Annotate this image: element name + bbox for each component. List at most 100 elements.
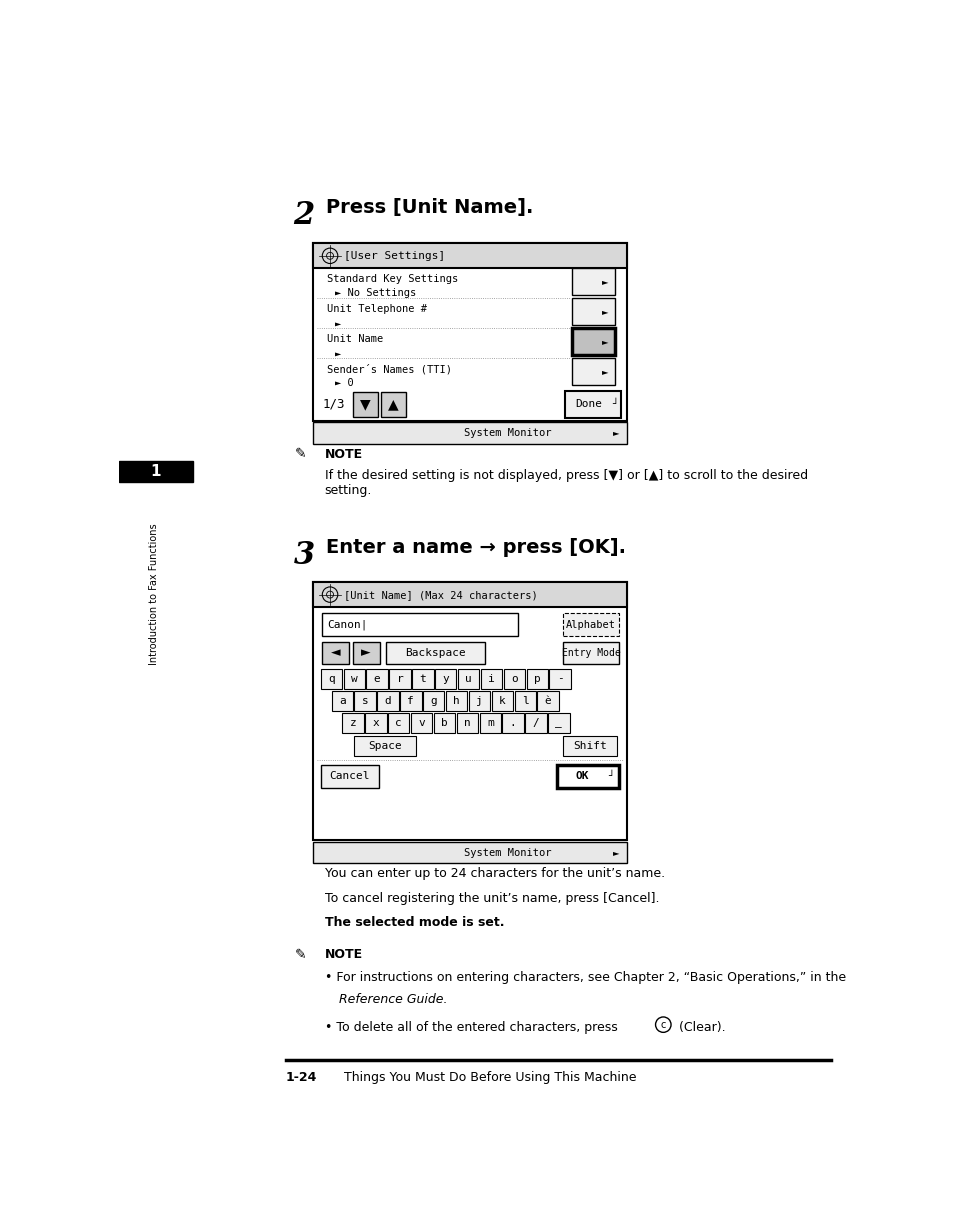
Bar xyxy=(322,614,517,636)
Bar xyxy=(320,669,342,688)
Bar xyxy=(548,713,569,734)
Text: ▼: ▼ xyxy=(360,398,371,411)
Text: Reference Guide.: Reference Guide. xyxy=(338,993,447,1006)
Bar xyxy=(526,669,547,688)
Text: Things You Must Do Before Using This Machine: Things You Must Do Before Using This Mac… xyxy=(344,1071,636,1085)
Bar xyxy=(388,713,409,734)
Bar xyxy=(411,713,432,734)
Text: Standard Key Settings: Standard Key Settings xyxy=(327,274,457,283)
Text: Unit Name: Unit Name xyxy=(327,334,383,344)
Bar xyxy=(353,643,379,664)
Bar xyxy=(572,269,614,294)
Text: If the desired setting is not displayed, press [▼] or [▲] to scroll to the desir: If the desired setting is not displayed,… xyxy=(324,469,807,497)
Text: ►: ► xyxy=(601,367,608,377)
Bar xyxy=(385,643,484,664)
Bar xyxy=(389,669,410,688)
Text: k: k xyxy=(498,696,505,706)
Bar xyxy=(399,691,421,710)
Bar xyxy=(562,614,618,636)
Text: m: m xyxy=(486,718,493,728)
Text: y: y xyxy=(442,674,449,683)
Text: ►: ► xyxy=(601,277,608,286)
Bar xyxy=(366,669,387,688)
Text: Space: Space xyxy=(368,741,401,751)
Bar xyxy=(572,358,614,385)
Bar xyxy=(562,643,618,664)
Text: ►: ► xyxy=(612,848,618,858)
Text: Enter a name → press [OK].: Enter a name → press [OK]. xyxy=(326,539,625,557)
Text: c: c xyxy=(659,1020,665,1029)
Text: Cancel: Cancel xyxy=(329,772,370,782)
Text: -: - xyxy=(556,674,563,683)
Bar xyxy=(572,328,614,355)
Text: w: w xyxy=(351,674,357,683)
Text: ✎: ✎ xyxy=(294,948,307,962)
Bar xyxy=(457,669,478,688)
Text: ►: ► xyxy=(612,428,618,437)
Text: ► No Settings: ► No Settings xyxy=(335,288,416,298)
Text: ► 0: ► 0 xyxy=(335,378,353,388)
Text: 1/3: 1/3 xyxy=(322,398,344,411)
Bar xyxy=(354,735,416,756)
Text: n: n xyxy=(463,718,470,728)
Text: p: p xyxy=(534,674,540,683)
Bar xyxy=(435,669,456,688)
Text: Alphabet: Alphabet xyxy=(566,620,616,629)
Text: ◄: ◄ xyxy=(331,647,340,660)
Bar xyxy=(381,393,406,417)
Text: g: g xyxy=(430,696,436,706)
Text: l: l xyxy=(521,696,528,706)
Bar xyxy=(562,735,617,756)
Bar xyxy=(468,691,490,710)
Text: Shift: Shift xyxy=(572,741,606,751)
Text: v: v xyxy=(417,718,425,728)
Text: You can enter up to 24 characters for the unit’s name.: You can enter up to 24 characters for th… xyxy=(324,867,664,880)
Text: Introduction to Fax Functions: Introduction to Fax Functions xyxy=(149,523,159,665)
Text: .: . xyxy=(509,718,516,728)
Text: /: / xyxy=(532,718,538,728)
Bar xyxy=(353,393,377,417)
Text: i: i xyxy=(488,674,495,683)
Text: h: h xyxy=(453,696,459,706)
Text: ┘: ┘ xyxy=(612,400,618,410)
Bar xyxy=(313,243,626,269)
Bar xyxy=(343,669,365,688)
Text: t: t xyxy=(419,674,426,683)
Bar xyxy=(456,713,477,734)
Bar xyxy=(572,298,614,325)
Bar xyxy=(422,691,444,710)
Text: • To delete all of the entered characters, press: • To delete all of the entered character… xyxy=(324,1021,620,1034)
Text: z: z xyxy=(350,718,356,728)
Text: To cancel registering the unit’s name, press [Cancel].: To cancel registering the unit’s name, p… xyxy=(324,892,659,904)
Text: ►: ► xyxy=(335,318,340,328)
Text: f: f xyxy=(407,696,414,706)
Bar xyxy=(549,669,570,688)
Text: Entry Mode: Entry Mode xyxy=(561,648,620,658)
Text: a: a xyxy=(338,696,345,706)
Bar xyxy=(313,583,626,607)
Bar xyxy=(537,691,558,710)
Text: s: s xyxy=(361,696,368,706)
Text: c: c xyxy=(395,718,402,728)
Bar xyxy=(557,764,618,788)
Bar xyxy=(525,713,546,734)
Text: 1-24: 1-24 xyxy=(286,1071,317,1085)
Bar xyxy=(434,713,455,734)
Bar xyxy=(342,713,363,734)
Bar xyxy=(313,243,626,421)
Text: Done: Done xyxy=(575,400,601,410)
Bar xyxy=(514,691,536,710)
Bar xyxy=(479,713,500,734)
Bar xyxy=(322,643,349,664)
Bar xyxy=(491,691,513,710)
Text: u: u xyxy=(465,674,472,683)
Text: ✎: ✎ xyxy=(294,448,307,461)
Bar xyxy=(355,691,375,710)
Text: j: j xyxy=(476,696,482,706)
Text: NOTE: NOTE xyxy=(324,948,362,961)
Text: Backspace: Backspace xyxy=(405,648,465,658)
Text: r: r xyxy=(396,674,403,683)
Bar xyxy=(412,669,433,688)
Text: b: b xyxy=(440,718,448,728)
Bar xyxy=(503,669,524,688)
